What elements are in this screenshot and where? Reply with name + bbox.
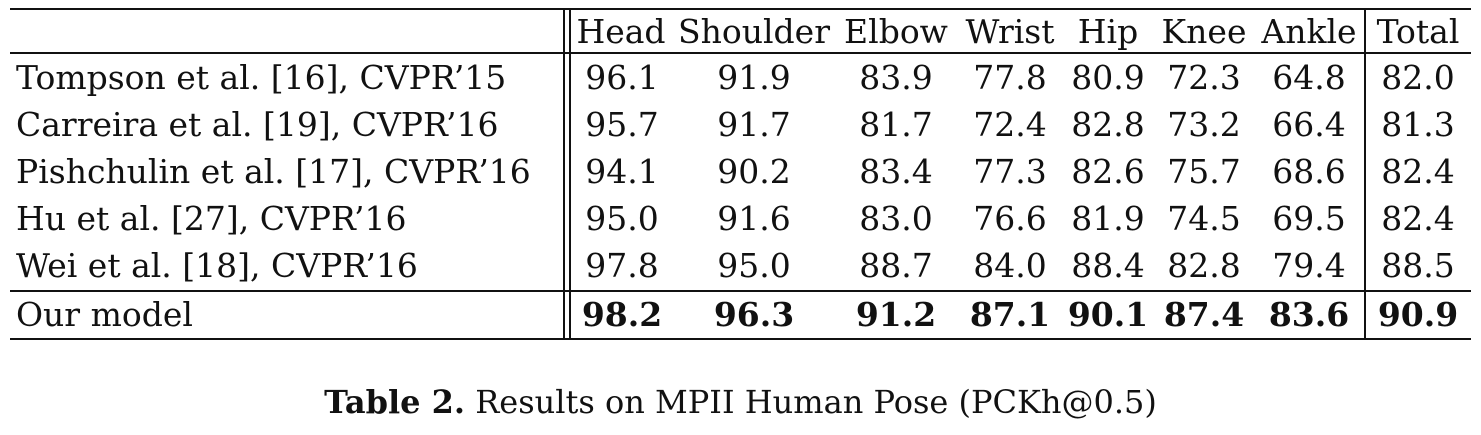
table-cell: 82.6 — [1071, 152, 1145, 191]
header-total: Total — [1376, 12, 1460, 51]
table-cell: 94.1 — [585, 152, 659, 191]
table-cell: 79.4 — [1272, 246, 1346, 285]
table-cell: 97.8 — [585, 246, 659, 285]
table-cell: 77.3 — [973, 152, 1047, 191]
row-method-label: Our model — [16, 295, 193, 334]
header-hip: Hip — [1077, 12, 1139, 51]
table-cell: 82.4 — [1381, 199, 1455, 238]
table-cell: 81.9 — [1071, 199, 1145, 238]
table-cell: 69.5 — [1272, 199, 1346, 238]
table-cell: 83.9 — [859, 58, 933, 97]
model-separator-rule — [10, 290, 1471, 292]
header-ankle: Ankle — [1261, 12, 1357, 51]
table-cell: 84.0 — [973, 246, 1047, 285]
table-cell: 88.5 — [1381, 246, 1455, 285]
table-cell: 72.4 — [973, 105, 1047, 144]
row-method-label: Tompson et al. [16], CVPR’15 — [16, 58, 507, 97]
table-cell: 91.6 — [717, 199, 791, 238]
row-method-label: Hu et al. [27], CVPR’16 — [16, 199, 407, 238]
table-cell: 91.7 — [717, 105, 791, 144]
table-cell: 87.1 — [969, 295, 1051, 334]
header-wrist: Wrist — [965, 12, 1055, 51]
table-caption: Table 2. Results on MPII Human Pose (PCK… — [0, 382, 1481, 422]
table-cell: 66.4 — [1272, 105, 1346, 144]
header-shoulder: Shoulder — [678, 12, 830, 51]
table-cell: 68.6 — [1272, 152, 1346, 191]
table-cell: 91.2 — [855, 295, 937, 334]
caption-label: Table 2. — [324, 383, 466, 421]
table-cell: 74.5 — [1167, 199, 1241, 238]
caption-text: Results on MPII Human Pose (PCKh@0.5) — [465, 383, 1157, 421]
table-cell: 90.9 — [1377, 295, 1459, 334]
table-cell: 83.6 — [1268, 295, 1350, 334]
table-cell: 95.0 — [717, 246, 791, 285]
double-vrule-left-b — [569, 8, 571, 340]
top-rule — [10, 8, 1471, 10]
table-cell: 72.3 — [1167, 58, 1241, 97]
table-cell: 88.4 — [1071, 246, 1145, 285]
table-cell: 83.4 — [859, 152, 933, 191]
table-cell: 96.1 — [585, 58, 659, 97]
table-cell: 83.0 — [859, 199, 933, 238]
table-cell: 98.2 — [581, 295, 663, 334]
table-cell: 88.7 — [859, 246, 933, 285]
header-knee: Knee — [1161, 12, 1247, 51]
table-cell: 91.9 — [717, 58, 791, 97]
table-cell: 80.9 — [1071, 58, 1145, 97]
table-cell: 87.4 — [1163, 295, 1245, 334]
table-cell: 95.7 — [585, 105, 659, 144]
row-method-label: Pishchulin et al. [17], CVPR’16 — [16, 152, 531, 191]
table-cell: 96.3 — [713, 295, 795, 334]
bottom-rule — [10, 338, 1471, 340]
table-cell: 82.8 — [1071, 105, 1145, 144]
table-cell: 82.4 — [1381, 152, 1455, 191]
table-cell: 76.6 — [973, 199, 1047, 238]
row-method-label: Carreira et al. [19], CVPR’16 — [16, 105, 499, 144]
header-elbow: Elbow — [844, 12, 948, 51]
table-cell: 75.7 — [1167, 152, 1241, 191]
table-cell: 81.3 — [1381, 105, 1455, 144]
table-cell: 82.0 — [1381, 58, 1455, 97]
table-cell: 90.2 — [717, 152, 791, 191]
double-vrule-left-a — [563, 8, 565, 340]
header-head: Head — [576, 12, 666, 51]
header-rule — [10, 52, 1471, 54]
table-cell: 95.0 — [585, 199, 659, 238]
table-cell: 64.8 — [1272, 58, 1346, 97]
table-cell: 82.8 — [1167, 246, 1241, 285]
table-cell: 81.7 — [859, 105, 933, 144]
table-cell: 73.2 — [1167, 105, 1241, 144]
row-method-label: Wei et al. [18], CVPR’16 — [16, 246, 418, 285]
table-cell: 77.8 — [973, 58, 1047, 97]
total-vrule — [1364, 8, 1366, 340]
table-cell: 90.1 — [1067, 295, 1149, 334]
